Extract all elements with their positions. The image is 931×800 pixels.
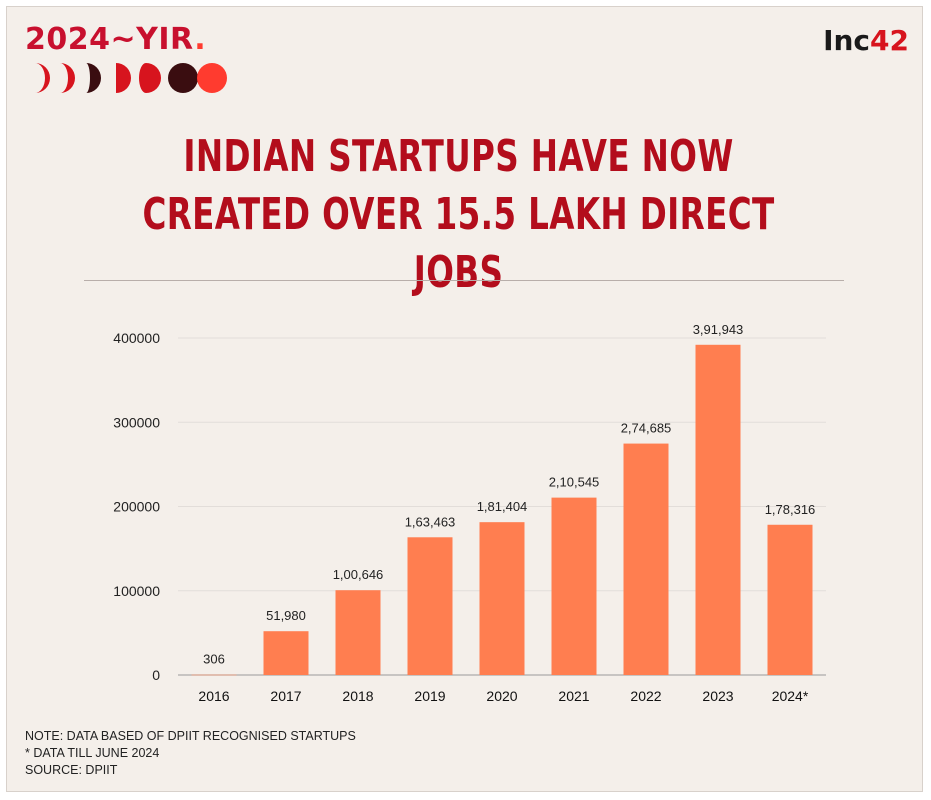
bar [263,631,309,675]
x-tick-label: 2022 [630,688,661,704]
brand-dot: . [194,22,207,57]
divider [84,280,844,281]
bar [695,344,741,675]
x-tick-label: 2016 [198,688,229,704]
moon-half-icon [116,63,131,93]
bar [191,674,237,676]
moon-gibbous-icon [139,63,161,93]
x-tick-label: 2024* [772,688,809,704]
bar [335,590,381,675]
moon-half-dark-icon [86,63,101,93]
brand-title: 2024~YIR. [25,22,206,57]
moon-crescent-icon [35,63,50,93]
brand-text: 2024~YIR [25,22,195,57]
y-tick-label: 300000 [113,414,160,430]
headline: INDIAN STARTUPS HAVE NOW CREATED OVER 15… [119,128,798,302]
footnotes: NOTE: DATA BASED OF DPIIT RECOGNISED STA… [25,728,356,779]
x-tick-label: 2021 [558,688,589,704]
source-note: SOURCE: DPIIT [25,763,118,777]
inc42-logo: Inc42 [823,24,909,57]
jobs-bar-chart: 0 100000 200000 300000 400000 306 2016 51,980 20… [113,322,826,704]
bar [623,443,669,675]
data-label: 1,63,463 [405,514,456,529]
data-label: 1,00,646 [333,567,384,582]
data-label: 306 [203,652,225,667]
data-label: 2,74,685 [621,421,672,436]
headline-line-1: INDIAN STARTUPS HAVE NOW [183,131,734,182]
y-tick-label: 0 [152,667,160,683]
logo-prefix: Inc [823,24,871,57]
data-label: 1,81,404 [477,499,528,514]
x-tick-label: 2018 [342,688,373,704]
data-label: 3,91,943 [693,322,744,337]
moon-dark-full-icon [168,63,198,93]
moon-phases-icon [35,63,227,93]
y-tick-label: 400000 [113,330,160,346]
bar [407,537,453,675]
logo-accent: 42 [870,24,909,57]
bar [767,524,813,675]
data-label: 2,10,545 [549,475,600,490]
data-label: 51,980 [266,608,306,623]
headline-line-2: CREATED OVER 15.5 LAKH DIRECT JOBS [142,189,775,298]
x-tick-label: 2023 [702,688,733,704]
note-line: NOTE: DATA BASED OF DPIIT RECOGNISED STA… [25,729,356,743]
y-tick-label: 200000 [113,499,160,515]
data-till-note: * DATA TILL JUNE 2024 [25,746,160,760]
bar [551,497,597,675]
bar [479,522,525,675]
data-label: 1,78,316 [765,502,816,517]
x-tick-label: 2020 [486,688,517,704]
moon-full-icon [197,63,227,93]
x-tick-label: 2017 [270,688,301,704]
y-tick-label: 100000 [113,583,160,599]
moon-crescent-icon [60,63,75,93]
x-tick-label: 2019 [414,688,445,704]
